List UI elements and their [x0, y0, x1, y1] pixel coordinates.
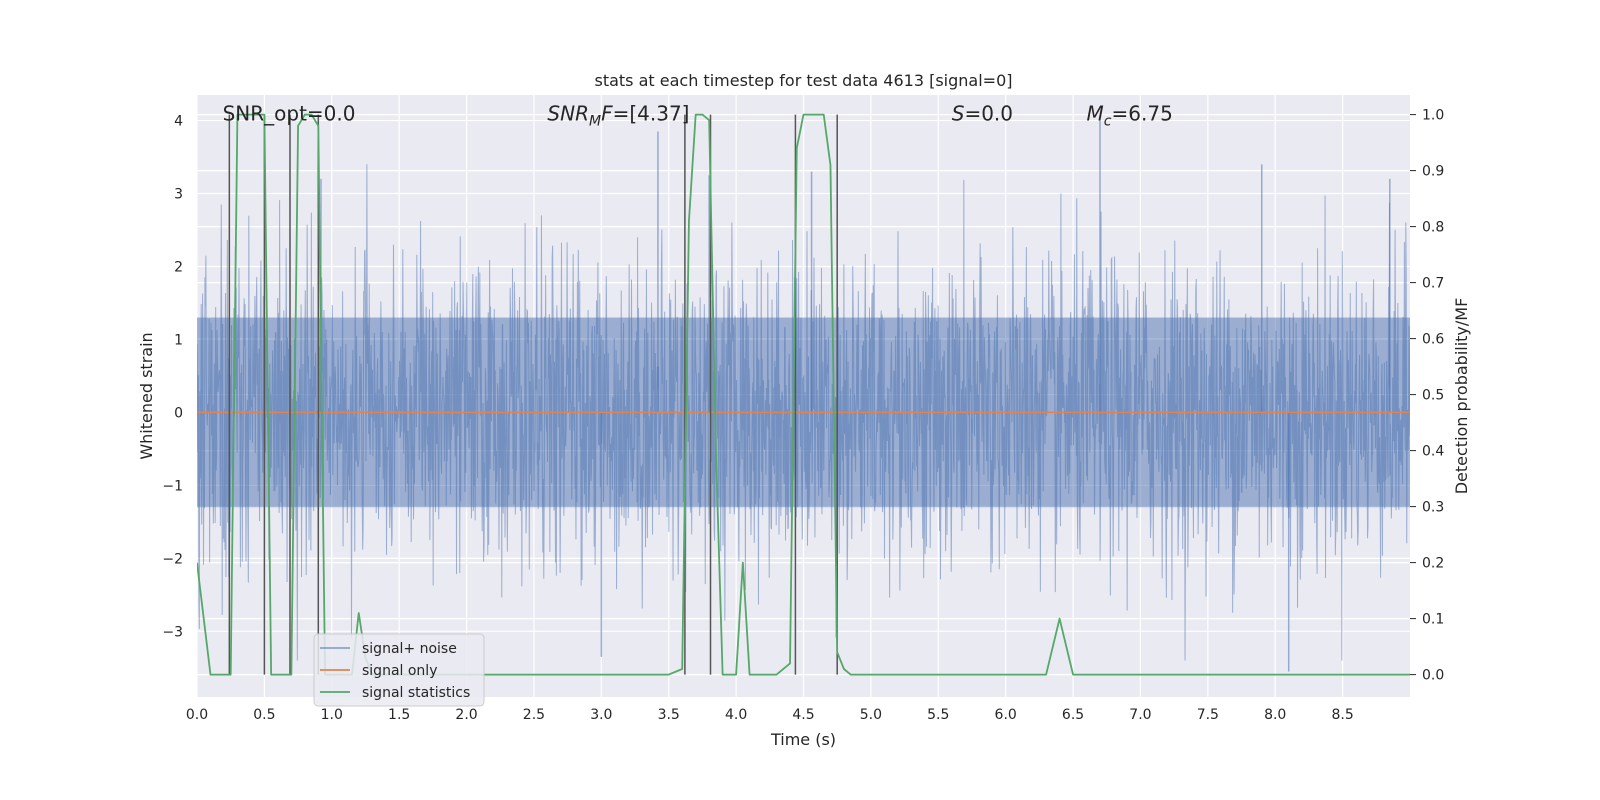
x-tick-label: 2.0	[455, 707, 477, 723]
x-tick-label: 5.0	[860, 707, 882, 723]
x-tick-label: 7.5	[1197, 707, 1219, 723]
x-tick-label: 0.0	[186, 707, 208, 723]
annotations: SNR_opt=0.0 SNRMF=[4.37] S=0.0 Mc=6.75	[223, 102, 1173, 130]
y-left-tick-label: 0	[174, 405, 183, 421]
y-right-tick-label: 1.0	[1422, 108, 1444, 124]
y-right-tick-label: 0.3	[1422, 500, 1444, 516]
y-left-tick-label: −3	[162, 624, 183, 640]
y-left-tick-label: −2	[162, 551, 183, 567]
y-left-axis-label: Whitened strain	[137, 332, 156, 459]
y-right-tick-label: 0.8	[1422, 220, 1444, 236]
x-tick-label: 4.5	[792, 707, 814, 723]
annotation-text: Mc=6.75	[1087, 102, 1173, 130]
signal-statistics-line	[197, 113, 1410, 676]
y-left-tick-label: 1	[174, 332, 183, 348]
x-axis-ticks: 0.0 0.5 1.0 1.5 2.0 2.5 3.0 3.5 4.0 4.5 5.0 5.5 6.0 6…	[186, 707, 1354, 723]
x-tick-label: 1.0	[321, 707, 343, 723]
legend-box	[313, 633, 485, 707]
annotation-text: SNRMF=[4.37]	[547, 102, 689, 130]
signal-statistics-series	[197, 113, 1410, 676]
y-right-tick-label: 0.2	[1422, 556, 1444, 572]
y-right-tick-label: 0.6	[1422, 332, 1444, 348]
x-tick-label: 7.0	[1129, 707, 1151, 723]
legend-label-signal-statistics: signal statistics	[362, 685, 470, 701]
y-right-tick-label: 0.7	[1422, 276, 1444, 292]
x-tick-label: 2.5	[523, 707, 545, 723]
y-left-tick-label: 2	[174, 259, 183, 275]
annotation-text: SNR_opt=0.0	[223, 102, 356, 126]
x-tick-label: 8.5	[1331, 707, 1353, 723]
y-right-tick-label: 0.9	[1422, 164, 1444, 180]
x-tick-label: 3.0	[590, 707, 612, 723]
y-right-tick-label: 0.4	[1422, 444, 1444, 460]
x-axis-label: Time (s)	[770, 730, 836, 749]
y-left-tick-label: 4	[174, 114, 183, 130]
annotation-text: S=0.0	[952, 102, 1013, 126]
x-tick-label: 6.0	[995, 707, 1017, 723]
y-right-tick-label: 0.1	[1422, 612, 1444, 628]
x-tick-label: 1.5	[388, 707, 410, 723]
y-right-tick-label: 0.5	[1422, 388, 1444, 404]
x-tick-label: 5.5	[927, 707, 949, 723]
legend-label-signal-noise: signal+ noise	[362, 641, 457, 657]
x-tick-label: 3.5	[658, 707, 680, 723]
y-right-axis-ticks: 1.0 0.9 0.8 0.7 0.6 0.5 0.4 0.3 0.2 0.1 0.0	[1410, 108, 1444, 684]
legend-label-signal-only: signal only	[362, 663, 437, 679]
x-tick-label: 0.5	[253, 707, 275, 723]
x-tick-label: 4.0	[725, 707, 747, 723]
y-right-axis-label: Detection probability/MF	[1452, 298, 1471, 495]
y-left-tick-label: 3	[174, 187, 183, 203]
x-tick-label: 6.5	[1062, 707, 1084, 723]
legend: signal+ noise signal only signal statist…	[313, 633, 485, 707]
chart-title: stats at each timestep for test data 461…	[594, 71, 1012, 90]
y-left-tick-label: −1	[162, 478, 183, 494]
x-tick-label: 8.0	[1264, 707, 1286, 723]
y-left-axis-ticks: 4 3 2 1 0 −1 −2 −3	[162, 114, 183, 641]
y-right-tick-label: 0.0	[1422, 668, 1444, 684]
